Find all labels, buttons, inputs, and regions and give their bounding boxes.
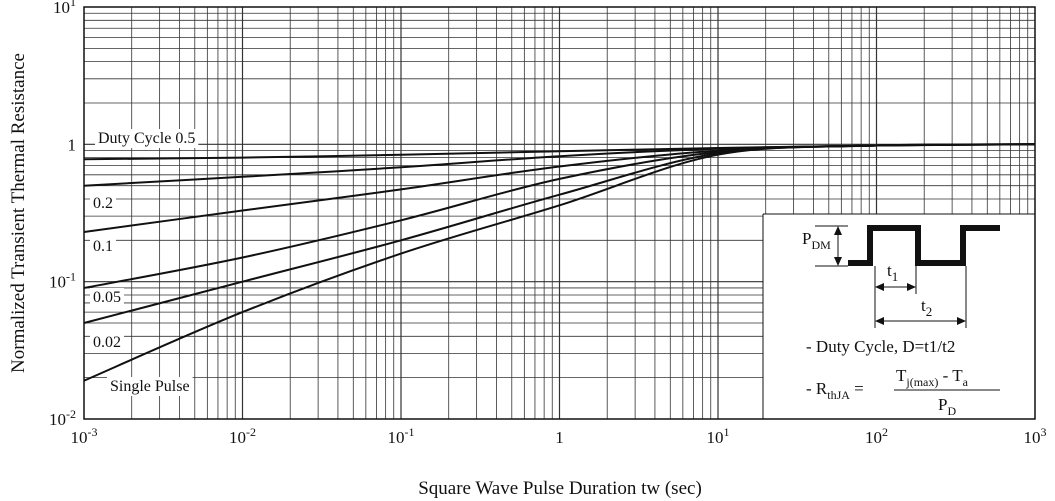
x-tick-label: 10-1 <box>388 425 415 447</box>
x-tick-label: 101 <box>707 425 730 447</box>
y-tick-label: 1 <box>68 135 77 154</box>
rthja-numerator: Tj(max) - Ta <box>896 366 969 389</box>
series-label-background <box>95 129 199 148</box>
pulse-waveform <box>848 225 1000 266</box>
pdm-arrow-head-up <box>834 226 842 235</box>
x-tick-label: 10-3 <box>71 425 98 447</box>
y-tick-label: 101 <box>53 0 76 17</box>
series-label-3: 0.05 <box>93 289 121 306</box>
t2-arrow-head-right <box>957 317 966 325</box>
t1-arrow-head-right <box>907 283 916 291</box>
x-tick-label: 102 <box>865 425 888 447</box>
y-tick-label: 10-1 <box>49 270 76 292</box>
series-label-2: 0.1 <box>93 238 113 255</box>
pdm-arrow-head-down <box>834 257 842 266</box>
curve-labels: Duty Cycle 0.5 0.2 0.1 0.05 0.02 Single Pulse <box>90 129 199 396</box>
y-axis-title: Normalized Transient Thermal Resistance <box>8 53 29 373</box>
series-label-0: Duty Cycle 0.5 <box>98 130 195 147</box>
t1-label: t1 <box>887 261 898 284</box>
series-label-1: 0.2 <box>93 195 113 212</box>
series-label-4: 0.02 <box>93 334 121 351</box>
series-label-background <box>107 377 193 396</box>
x-tick-label: 103 <box>1024 425 1047 447</box>
curves <box>83 143 1036 382</box>
series-line-5 <box>83 143 1036 382</box>
x-axis-ticks: 10-3 10-2 10-1 1 101 102 103 <box>71 425 1047 447</box>
t1-arrow-head-left <box>875 283 884 291</box>
t2-label: t2 <box>921 296 932 319</box>
series-label-5: Single Pulse <box>110 378 190 395</box>
rthja-denominator: PD <box>938 395 956 418</box>
duty-cycle-formula: - Duty Cycle, D=t1/t2 <box>806 337 955 356</box>
series-label-background <box>90 288 124 307</box>
x-tick-label: 10-2 <box>229 425 256 447</box>
y-tick-label: 10-2 <box>49 407 76 429</box>
inset-box: PDM t1 t2 - Duty Cycle, D=t1/t2 - RthJA … <box>762 213 1035 419</box>
rthja-label: - RthJA = <box>806 379 864 402</box>
x-axis-title: Square Wave Pulse Duration tw (sec) <box>418 478 702 499</box>
series-label-background <box>90 194 116 213</box>
plot-frame <box>83 6 1036 420</box>
y-axis-ticks: 10-2 10-1 1 101 <box>49 0 76 429</box>
x-tick-label: 1 <box>555 428 564 447</box>
series-label-background <box>90 333 124 352</box>
series-label-background <box>90 237 116 256</box>
inset-background <box>763 214 1035 419</box>
t2-arrow-head-left <box>875 317 884 325</box>
pdm-label: PDM <box>802 229 831 252</box>
